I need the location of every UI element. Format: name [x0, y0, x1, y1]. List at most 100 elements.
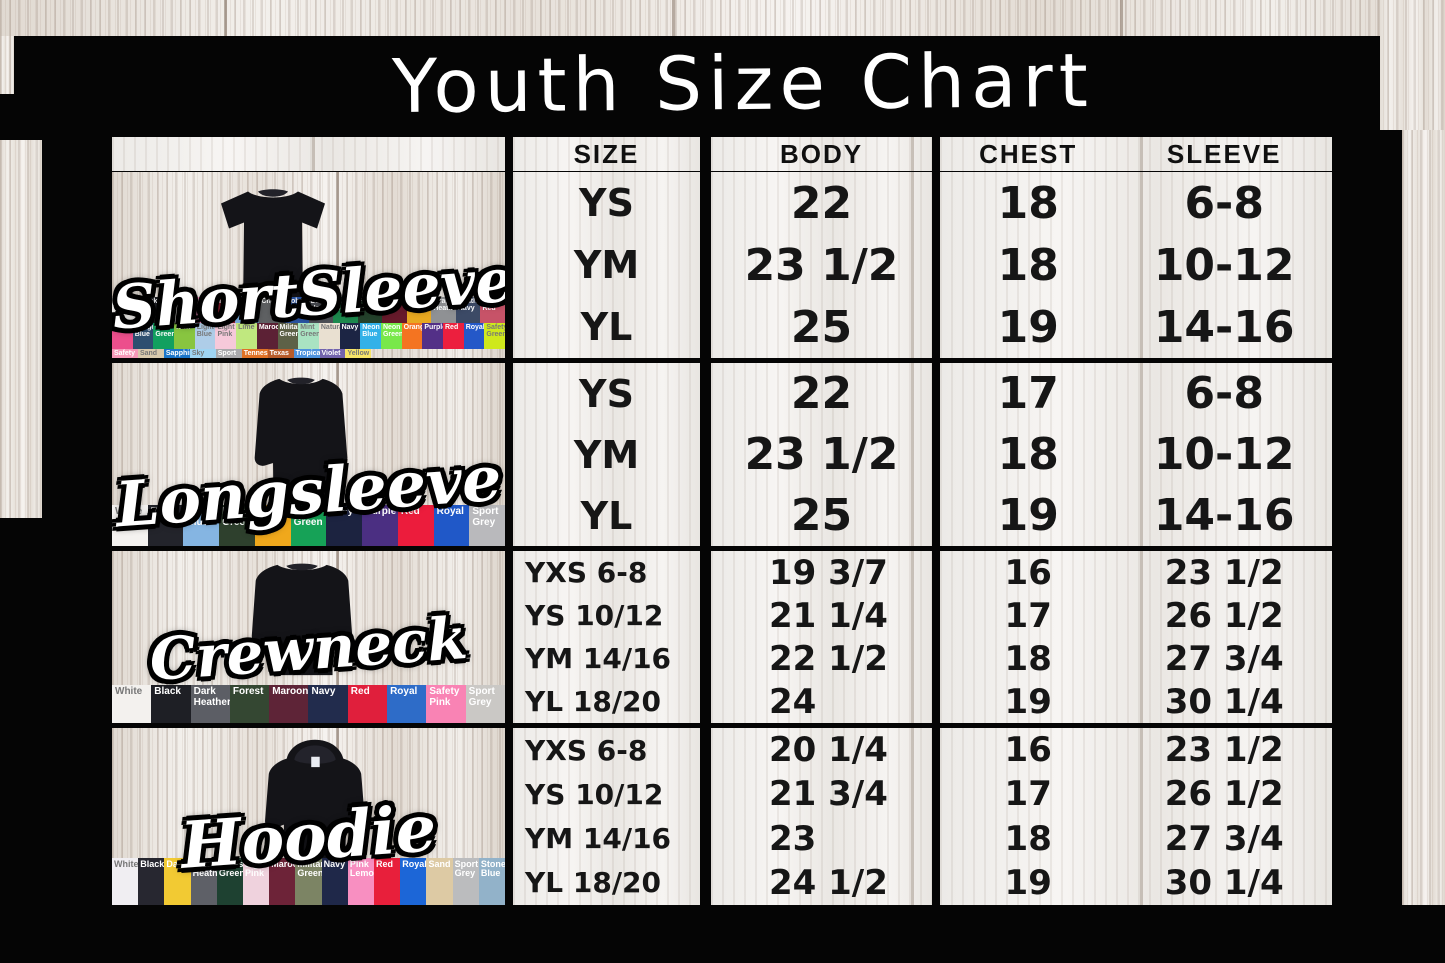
- color-swatch: Sport Grey: [469, 505, 505, 546]
- color-swatch: Maroon: [269, 858, 296, 905]
- size-value: YS: [579, 371, 634, 416]
- color-swatch: Navy: [326, 505, 363, 546]
- body-value: 25: [790, 490, 853, 541]
- header-size: SIZE: [513, 137, 700, 171]
- crewneck-product-cell: Crewneck White Black Dark Heather Forest Mar…: [112, 551, 505, 723]
- wood-texture-top-right: [1378, 0, 1445, 130]
- color-swatch: Forest Green: [216, 858, 244, 905]
- body-value: 25: [790, 301, 853, 353]
- color-swatch: Sand: [137, 349, 164, 358]
- body-value: 23 1/2: [744, 239, 899, 291]
- longsleeve-chest-sleeve-cell: 17 6-8 18 10-12 19 14-16: [940, 363, 1332, 546]
- longsleeve-body-cell: 22 23 1/2 25: [711, 363, 932, 546]
- color-swatch: Graphite Heather: [431, 297, 456, 323]
- sleeve-value: 27 3/4: [1164, 638, 1284, 679]
- sleeve-value: 10-12: [1153, 239, 1295, 291]
- color-swatch: Forest Green: [219, 505, 255, 546]
- color-swatch: Navy: [321, 858, 348, 905]
- color-swatch: Military Green: [277, 323, 299, 349]
- color-swatch: Charcoal: [259, 297, 284, 323]
- header-chest-sleeve: CHEST SLEEVE: [940, 137, 1332, 171]
- tshirt-icon: [221, 189, 325, 310]
- hoodie-body-cell: 20 1/4 21 3/4 23 24 1/2: [711, 728, 932, 905]
- size-value: YXS 6-8: [525, 733, 648, 767]
- chest-value: 18: [997, 429, 1059, 480]
- chest-value: 18: [997, 177, 1059, 229]
- body-value: 21 1/4: [769, 595, 888, 636]
- color-swatch: Dark Heather: [190, 685, 230, 723]
- shortsleeve-chest-sleeve-cell: 18 6-8 18 10-12 19 14-16: [940, 172, 1332, 358]
- wood-texture-left-sliver: [0, 36, 14, 94]
- header-chest: CHEST: [979, 138, 1078, 169]
- crewneck-size-cell: YXS 6-8 YS 10/12 YM 14/16 YL 18/20: [513, 551, 700, 723]
- color-swatch: Violet: [319, 349, 346, 358]
- color-swatch: Sport Grey: [452, 858, 479, 905]
- color-swatch: Maroon: [269, 685, 309, 723]
- color-swatch: Cardinal: [210, 297, 235, 323]
- color-swatch: Heliconia: [112, 323, 133, 349]
- table-header-row: SIZE BODY CHEST SLEEVE: [112, 137, 1332, 171]
- crewneck-body-cell: 19 3/7 21 1/4 22 1/2 24: [711, 551, 932, 723]
- color-swatch: Indigo Blue: [132, 323, 154, 349]
- color-swatch: Black: [147, 505, 184, 546]
- wood-texture-top: [0, 0, 1445, 36]
- color-swatch: Sport Grey: [465, 685, 505, 723]
- size-value: YL: [580, 305, 633, 349]
- color-swatch: Neon Blue: [360, 323, 381, 349]
- color-swatch: White: [112, 685, 152, 723]
- color-swatch: Ash: [161, 297, 186, 323]
- chest-value: 19: [997, 490, 1059, 541]
- color-swatch: Pink Lemonade: [347, 858, 375, 905]
- size-value: YM 14/16: [525, 642, 672, 675]
- size-value: YM: [573, 432, 640, 477]
- crewneck-label: Crewneck: [147, 603, 470, 695]
- chest-value: 17: [997, 368, 1059, 419]
- color-swatch: Cobalt: [283, 297, 309, 323]
- color-swatch: Royal: [387, 685, 427, 723]
- color-swatch: Gold: [406, 297, 432, 323]
- color-swatch: Heather Navy: [455, 297, 481, 323]
- section-shortsleeve: ShortSleeve WhiteBlackAshAzaleaCardinalC…: [112, 172, 1332, 358]
- shortsleeve-body-cell: 22 23 1/2 25: [711, 172, 932, 358]
- sleeve-value: 30 1/4: [1164, 681, 1284, 722]
- shortsleeve-product-cell: ShortSleeve WhiteBlackAshAzaleaCardinalC…: [112, 172, 505, 358]
- wood-texture-left: [0, 140, 42, 518]
- color-swatch: Garnet: [382, 297, 407, 323]
- color-swatch: Royal: [433, 505, 470, 546]
- color-swatch: Daisy: [164, 858, 191, 905]
- chest-value: 18: [997, 239, 1059, 291]
- color-swatch: Red: [347, 685, 388, 723]
- chest-value: 16: [1004, 552, 1052, 593]
- hoodie-size-cell: YXS 6-8 YS 10/12 YM 14/16 YL 18/20: [513, 728, 700, 905]
- color-swatch: Sand: [426, 858, 453, 905]
- color-swatch: Black: [138, 858, 165, 905]
- color-swatch: Safety: [112, 349, 138, 358]
- body-value: 19 3/7: [769, 552, 888, 593]
- color-swatch: Irish Green: [290, 505, 327, 546]
- color-swatch: Orange: [401, 323, 423, 349]
- size-value: YS: [579, 181, 634, 225]
- color-swatch: Neon Green: [380, 323, 402, 349]
- body-value: 22 1/2: [769, 638, 888, 679]
- body-value: 24: [769, 681, 817, 722]
- color-swatch: Dark Heather: [308, 297, 334, 323]
- color-swatch: Royal: [463, 323, 485, 349]
- title-band: Youth Size Chart: [105, 36, 1380, 132]
- body-value: 20 1/4: [769, 730, 888, 771]
- crewneck-color-swatches: White Black Dark Heather Forest Maroon Navy Re…: [112, 685, 505, 723]
- sleeve-value: 27 3/4: [1164, 818, 1284, 859]
- color-swatch: Safety Green: [484, 323, 505, 349]
- sleeve-value: 26 1/2: [1164, 774, 1284, 815]
- color-swatch: Irish Green: [153, 323, 175, 349]
- size-value: YM 14/16: [525, 822, 672, 856]
- longsleeve-size-cell: YS YM YL: [513, 363, 700, 546]
- size-value: YS 10/12: [525, 599, 664, 632]
- color-swatch: Light Pink: [243, 858, 270, 905]
- sleeve-value: 23 1/2: [1164, 730, 1284, 771]
- color-swatch: Heather Red: [480, 297, 505, 323]
- color-swatch: Carolina Blue: [234, 297, 260, 323]
